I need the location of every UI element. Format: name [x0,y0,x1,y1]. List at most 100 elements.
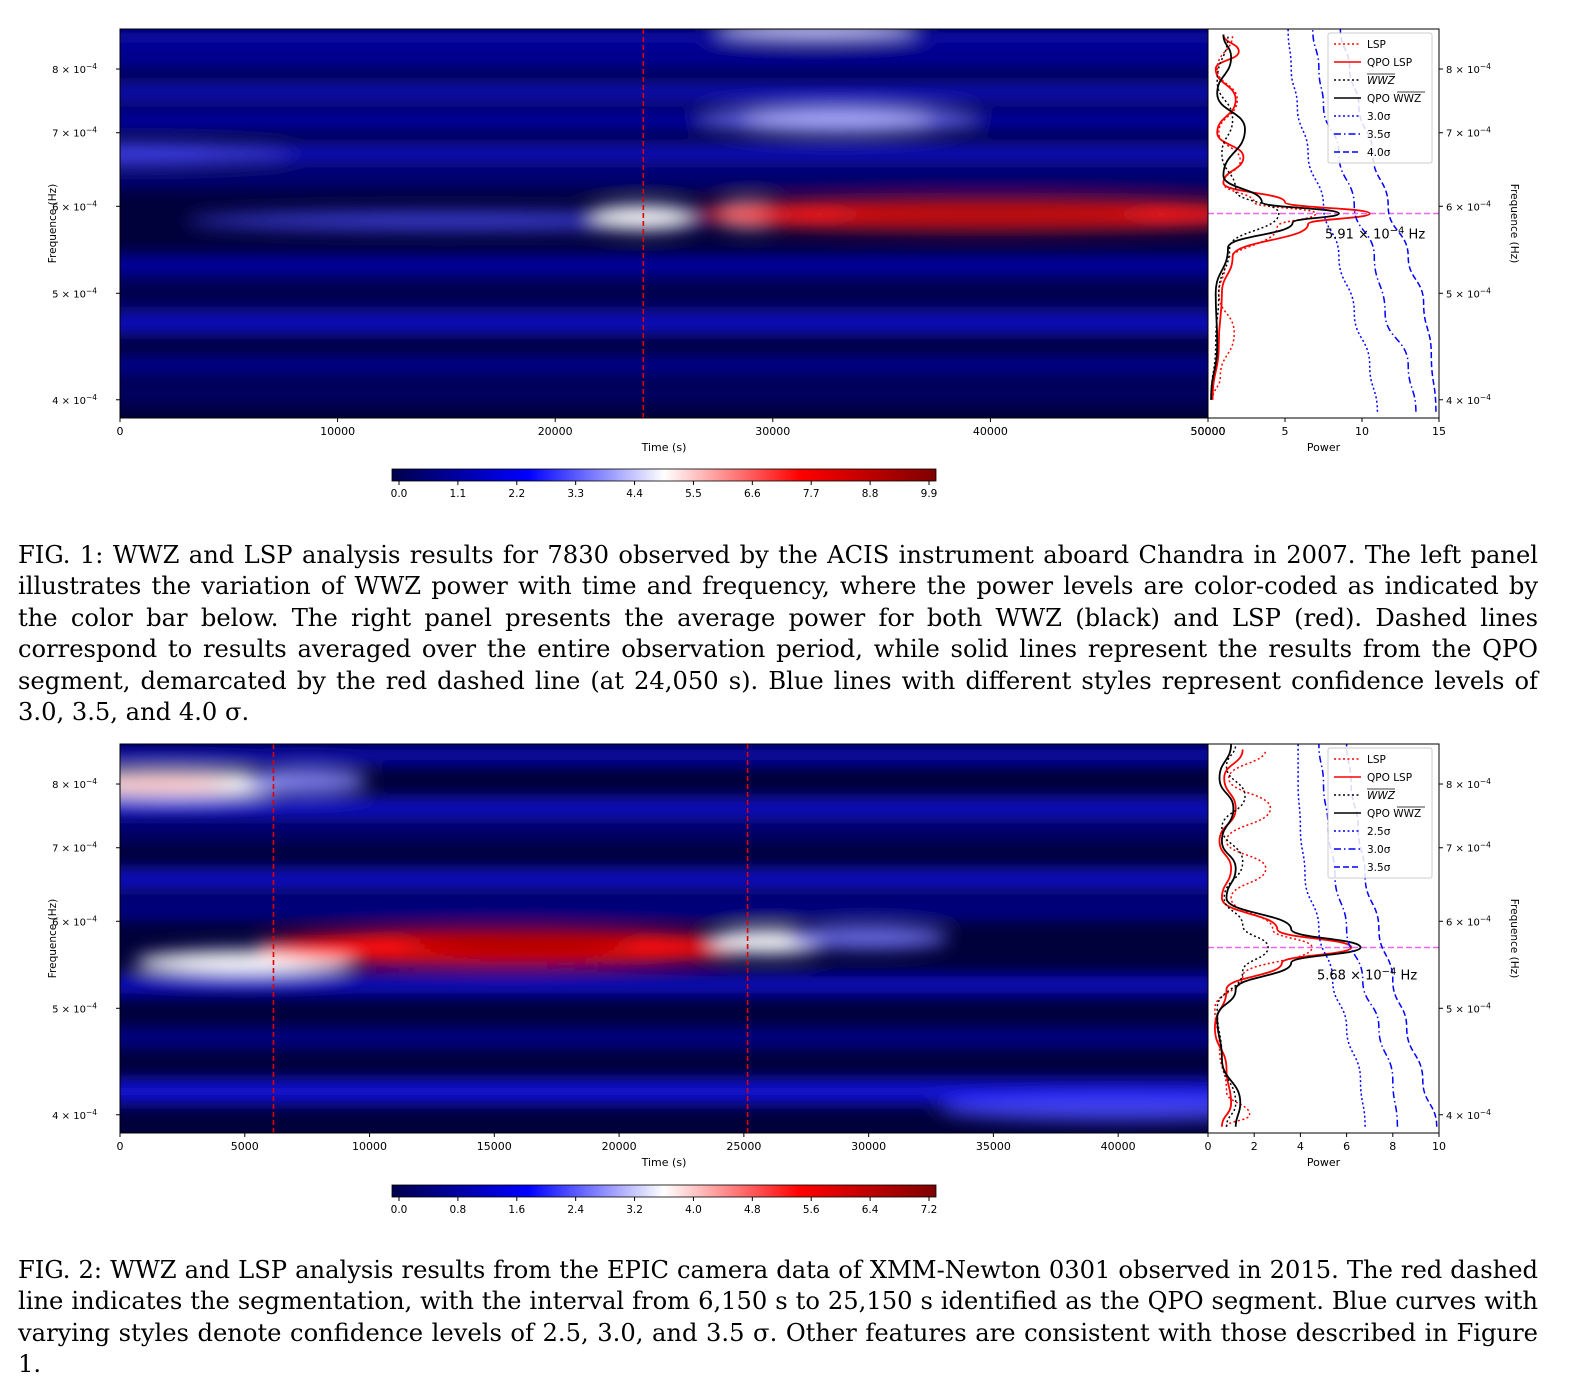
x-tick-label: 10000 [352,1140,387,1153]
heatmap-blob [120,777,230,792]
heatmap-features [120,748,1208,1121]
legend-label: WWZ [1367,75,1396,87]
heatmap-band [120,1080,1208,1103]
y-axis-label: Frequence (Hz) [47,899,59,978]
power-series-qpo-wwz [1216,744,1362,1127]
heatmap [120,744,1208,1133]
y-tick-label: 6 × 10−4 [52,914,97,928]
y-tick-label: 7 × 10−4 [52,126,97,140]
x-tick-label: 5000 [231,1140,259,1153]
peak-annotation: 5.68 × 10−4 Hz [1317,966,1417,983]
figure-1-chart: 0 10000 20000 30000 40000 50000 4 × 10−4 5 × 10… [47,28,1520,500]
colorbar-tick-label: 2.4 [567,1204,584,1216]
power-curves [1208,744,1439,1128]
colorbar [391,1184,937,1198]
heatmap-features [120,29,1208,401]
power-series-lsp [1211,34,1317,400]
colorbar-tick-label: 1.6 [508,1204,525,1216]
right-y-tick-label: 4 × 10−4 [1446,393,1491,407]
heatmap-blob [716,29,917,39]
heatmap-band [120,145,1208,162]
heatmap-band [120,256,1208,275]
legend-label: LSP [1367,754,1386,766]
y-axis-label: Frequence (Hz) [47,184,59,263]
colorbar-tick-label: 4.4 [626,488,643,500]
right-y-tick-label: 5 × 10−4 [1446,286,1491,300]
power-axis-label: Power [1307,1156,1341,1169]
colorbar-tick-label: 7.7 [803,488,820,500]
x-tick-label: 20000 [602,1140,637,1153]
power-x-tick-label: 10 [1355,425,1369,438]
x-tick-label: 25000 [726,1140,761,1153]
x-tick-label: 10000 [320,425,355,438]
heatmap-band [120,386,1208,401]
figure-2-chart: 0 5000 10000 15000 20000 25000 30000 35000 40000… [47,743,1520,1216]
x-tick-label: 20000 [538,425,573,438]
figure-2-caption: FIG. 2: WWZ and LSP analysis results fro… [18,1256,1538,1379]
power-series-qpo-wwz [1210,34,1340,400]
power-x-tick-label: 15 [1432,425,1446,438]
heatmap-blob [587,205,698,230]
legend-label: QPO LSP [1367,772,1412,784]
power-x-tick-label: 2 [1251,1140,1258,1153]
right-y-tick-label: 8 × 10−4 [1446,777,1491,791]
colorbar-tick-label: 0.8 [450,1204,467,1216]
colorbar-tick-label: 6.4 [862,1204,879,1216]
power-axis-label: Power [1307,441,1341,454]
heatmap-blob [247,769,368,794]
colorbar-tick-label: 0.0 [391,1204,408,1216]
heatmap-band [120,113,1208,128]
right-y-tick-label: 6 × 10−4 [1446,199,1491,213]
colorbar-tick-label: 4.8 [744,1204,761,1216]
x-tick-label: 0 [117,1140,124,1153]
colorbar-tick-label: 5.5 [685,488,702,500]
heatmap-blob [186,211,707,230]
x-tick-label: 30000 [851,1140,886,1153]
legend-label: 3.5σ [1367,129,1391,141]
heatmap-band [120,901,1208,918]
heatmap-blob [788,926,949,949]
y-tick-label: 7 × 10−4 [52,841,97,855]
right-y-axis-label: Frequence (Hz) [1508,899,1520,978]
colorbar-tick-label: 3.2 [626,1204,643,1216]
heatmap-blob [698,104,979,135]
figure-1-caption: FIG. 1: WWZ and LSP analysis results for… [18,541,1538,727]
legend: LSP QPO LSP WWZ QPO WWZ 3.0σ 3.5σ 4.0σ [1327,32,1433,164]
heatmap-band [120,286,1208,301]
y-tick-label: 4 × 10−4 [52,1108,97,1122]
colorbar-tick-label: 8.8 [862,488,879,500]
heatmap-band [120,748,1208,763]
legend-label: 2.5σ [1367,826,1391,838]
heatmap-band [120,84,1208,101]
x-tick-label: 40000 [973,425,1008,438]
y-tick-label: 4 × 10−4 [52,393,97,407]
power-series-3.0- [1318,744,1399,1127]
legend-label: QPO WWZ [1367,808,1421,820]
heatmap-band [120,52,1208,69]
y-tick-label: 5 × 10−4 [52,1001,97,1015]
right-y-tick-label: 6 × 10−4 [1446,914,1491,928]
heatmap-band [120,799,1208,818]
y-tick-label: 5 × 10−4 [52,286,97,300]
colorbar-tick-label: 4.0 [685,1204,702,1216]
power-x-tick-label: 50000 [1191,425,1226,438]
y-tick-label: 8 × 10−4 [52,62,97,76]
power-x-tick-label: 0 [1205,1140,1212,1153]
legend-label: LSP [1367,39,1386,51]
y-tick-label: 8 × 10−4 [52,777,97,791]
legend-box [1327,747,1433,879]
right-y-axis-label: Frequence (Hz) [1508,184,1520,263]
x-tick-label: 50000 [1191,425,1226,438]
power-x-tick-label: 10 [1432,1140,1446,1153]
power-series-qpo-lsp [1213,749,1353,1127]
peak-annotation: 5.91 × 10−4 Hz [1325,226,1425,243]
heatmap-blob [830,206,1151,223]
colorbar-tick-label: 5.6 [803,1204,820,1216]
colorbar-tick-label: 0.0 [391,488,408,500]
power-series-3.5- [1345,744,1438,1127]
right-y-tick-label: 4 × 10−4 [1446,1108,1491,1122]
power-series-qpo-lsp [1211,34,1371,400]
heatmap-band [120,312,1208,333]
colorbar-tick-label: 7.2 [921,1204,938,1216]
x-tick-label: 40000 [1101,1140,1136,1153]
